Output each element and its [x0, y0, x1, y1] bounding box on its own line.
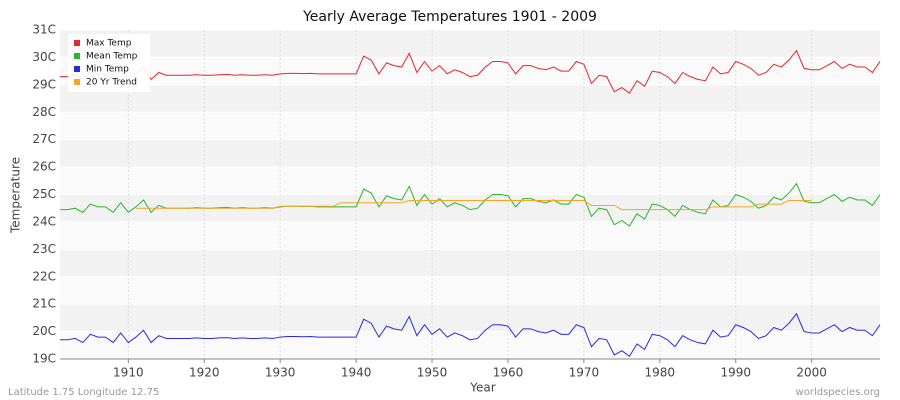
x-axis-label: Year: [469, 381, 495, 395]
x-tick-label: 1970: [569, 366, 600, 380]
footer-right: worldspecies.org: [796, 387, 880, 398]
legend-swatch: [74, 40, 80, 46]
y-tick-label: 26C: [32, 160, 56, 174]
x-tick-label: 1980: [645, 366, 676, 380]
y-tick-label: 30C: [32, 50, 56, 64]
x-tick-label: 1910: [113, 366, 144, 380]
plot-band: [60, 112, 880, 140]
y-tick-label: 23C: [32, 242, 56, 256]
series-line: [60, 182, 881, 227]
legend-label: Min Temp: [86, 65, 129, 75]
legend-label: Mean Temp: [86, 52, 138, 62]
series-line: [60, 49, 881, 94]
plot-band: [60, 57, 880, 85]
legend-swatch: [74, 53, 80, 59]
plot-band: [60, 331, 880, 359]
y-tick-label: 20C: [32, 324, 56, 338]
footer-left: Latitude 1.75 Longitude 12.75: [8, 387, 159, 398]
x-tick-label: 1940: [341, 366, 372, 380]
y-tick-label: 19C: [32, 352, 56, 366]
y-axis-label: Temperature: [9, 157, 23, 234]
legend-label: 20 Yr Trend: [86, 78, 137, 88]
legend-label: Max Temp: [86, 39, 132, 49]
y-tick-label: 22C: [32, 269, 56, 283]
legend-swatch: [74, 79, 80, 85]
y-tick-label: 29C: [32, 77, 56, 91]
plot-band: [60, 276, 880, 305]
series-line: [135, 200, 812, 211]
legend-box: [68, 34, 150, 92]
y-tick-label: 27C: [32, 132, 56, 146]
plot-band: [60, 139, 880, 168]
plot-band: [60, 167, 880, 195]
legend-swatch: [74, 66, 80, 72]
x-tick-label: 1920: [189, 366, 220, 380]
y-tick-label: 28C: [32, 105, 56, 119]
y-tick-label: 21C: [32, 297, 56, 311]
x-tick-label: 2000: [796, 366, 827, 380]
x-tick-label: 1990: [720, 366, 751, 380]
plot-band: [60, 30, 880, 58]
plot-band: [60, 249, 880, 277]
y-tick-label: 25C: [32, 187, 56, 201]
series-line: [60, 312, 881, 357]
plot-band: [60, 84, 880, 113]
y-tick-label: 31C: [32, 23, 56, 37]
x-tick-label: 1960: [493, 366, 524, 380]
x-tick-label: 1950: [417, 366, 448, 380]
chart-title: Yearly Average Temperatures 1901 - 2009: [302, 9, 597, 25]
x-tick-label: 1930: [265, 366, 296, 380]
plot-band: [60, 221, 880, 250]
plot-band: [60, 304, 880, 332]
y-tick-label: 24C: [32, 214, 56, 228]
